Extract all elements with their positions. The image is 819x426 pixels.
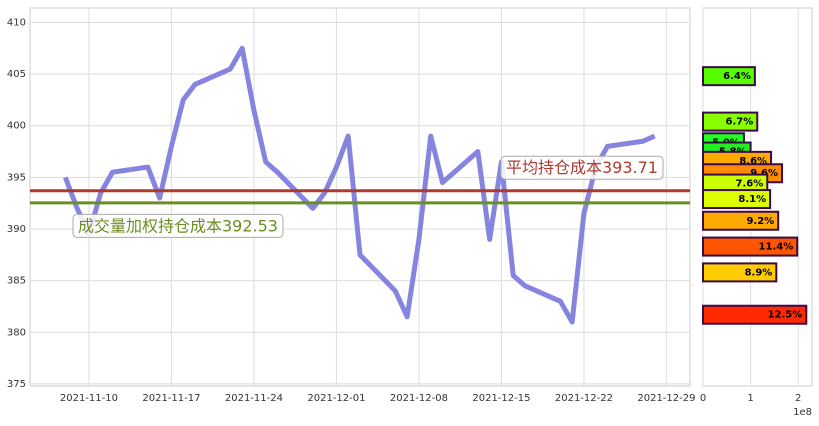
bar-label: 7.6% bbox=[736, 179, 764, 190]
bar-label: 12.5% bbox=[768, 310, 803, 321]
bar bbox=[702, 210, 780, 231]
bar bbox=[702, 262, 778, 283]
y-tick-label: 405 bbox=[7, 69, 26, 80]
x-tick-label: 2021-12-08 bbox=[390, 393, 448, 404]
bar bbox=[702, 111, 759, 132]
x-tick-label: 2 bbox=[795, 393, 801, 404]
annotation-box bbox=[500, 155, 664, 180]
y-tick-label: 380 bbox=[7, 327, 26, 338]
bar-label: 8.9% bbox=[745, 267, 773, 278]
price-line bbox=[63, 45, 656, 325]
annotation-box bbox=[72, 213, 284, 238]
bar bbox=[702, 66, 756, 87]
y-tick-label: 400 bbox=[7, 121, 26, 132]
bar bbox=[702, 236, 799, 257]
y-tick-label: 410 bbox=[7, 17, 26, 28]
annotation-label: 平均持仓成本393.71 bbox=[506, 158, 658, 177]
x-tick-label: 2021-12-01 bbox=[307, 393, 365, 404]
x-tick-label: 2021-12-29 bbox=[637, 393, 695, 404]
bar-label: 9.2% bbox=[746, 216, 774, 227]
x-tick-label: 2021-11-10 bbox=[60, 393, 118, 404]
bar-label: 6.7% bbox=[726, 117, 754, 128]
plot-area bbox=[29, 7, 691, 387]
x-scale-label: 1e8 bbox=[793, 407, 812, 418]
bar bbox=[702, 189, 772, 210]
bar bbox=[702, 304, 808, 325]
x-tick-label: 0 bbox=[700, 393, 706, 404]
x-tick-label: 2021-12-15 bbox=[472, 393, 530, 404]
y-tick-label: 375 bbox=[7, 379, 26, 390]
annotation: 平均持仓成本393.71 bbox=[500, 155, 664, 180]
bar-label: 11.4% bbox=[759, 242, 794, 253]
x-tick-label: 2021-11-17 bbox=[142, 393, 200, 404]
annotation: 成交量加权持仓成本392.53 bbox=[72, 213, 284, 238]
x-tick-label: 1 bbox=[747, 393, 753, 404]
bar-label: 8.1% bbox=[738, 194, 766, 205]
y-tick-label: 390 bbox=[7, 224, 26, 235]
x-tick-label: 2021-12-22 bbox=[555, 393, 613, 404]
y-tick-label: 385 bbox=[7, 276, 26, 287]
annotation-label: 成交量加权持仓成本392.53 bbox=[78, 216, 278, 235]
x-tick-label: 2021-11-24 bbox=[225, 393, 283, 404]
bar-label: 6.4% bbox=[723, 71, 751, 82]
bar-label: 8.6% bbox=[739, 156, 767, 167]
y-tick-label: 395 bbox=[7, 172, 26, 183]
